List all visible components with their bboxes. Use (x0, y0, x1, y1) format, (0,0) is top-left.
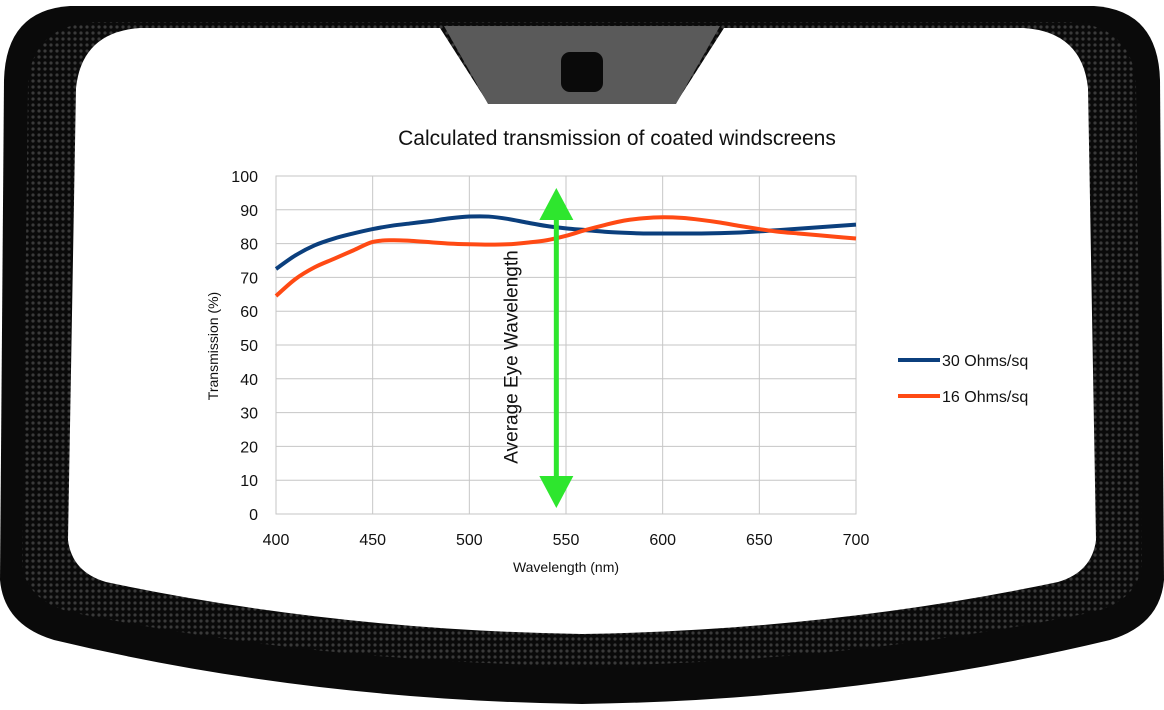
x-tick-label-450: 450 (359, 532, 386, 549)
y-tick-label-90: 90 (240, 203, 258, 220)
series-line-1 (274, 215, 857, 298)
x-tick-label-500: 500 (456, 532, 483, 549)
average-eye-wavelength-marker: Average Eye Wavelength (501, 188, 574, 508)
x-tick-label-400: 400 (263, 532, 290, 549)
annotation-arrow-head-down (539, 476, 574, 508)
y-tick-label-70: 70 (240, 270, 258, 287)
y-tick-label-40: 40 (240, 372, 258, 389)
annotation-label: Average Eye Wavelength (501, 250, 522, 463)
legend: 30 Ohms/sq 16 Ohms/sq (898, 353, 1028, 406)
y-axis-ticks: 0 10 20 30 40 50 60 70 80 90 100 (231, 169, 258, 524)
y-tick-label-50: 50 (240, 338, 258, 355)
series-lines (274, 214, 857, 298)
y-tick-label-80: 80 (240, 237, 258, 254)
x-axis-ticks: 400 450 500 550 600 650 700 (263, 532, 870, 549)
x-tick-label-650: 650 (746, 532, 773, 549)
y-tick-label-10: 10 (240, 473, 258, 490)
y-tick-label-60: 60 (240, 304, 258, 321)
y-tick-label-100: 100 (231, 169, 258, 186)
x-tick-label-600: 600 (649, 532, 676, 549)
legend-label-30-ohms: 30 Ohms/sq (942, 353, 1028, 370)
x-tick-label-700: 700 (843, 532, 870, 549)
camera-sensor (561, 52, 603, 92)
y-tick-label-0: 0 (249, 507, 258, 524)
y-tick-label-20: 20 (240, 439, 258, 456)
annotation-arrow-head-up (539, 188, 574, 220)
y-axis-label: Transmission (%) (205, 292, 221, 400)
y-tick-label-30: 30 (240, 406, 258, 423)
x-axis-label: Wavelength (nm) (513, 559, 619, 575)
chart-title: Calculated transmission of coated windsc… (398, 127, 836, 150)
legend-label-16-ohms: 16 Ohms/sq (942, 389, 1028, 406)
x-tick-label-550: 550 (553, 532, 580, 549)
series-line-0 (274, 214, 857, 271)
